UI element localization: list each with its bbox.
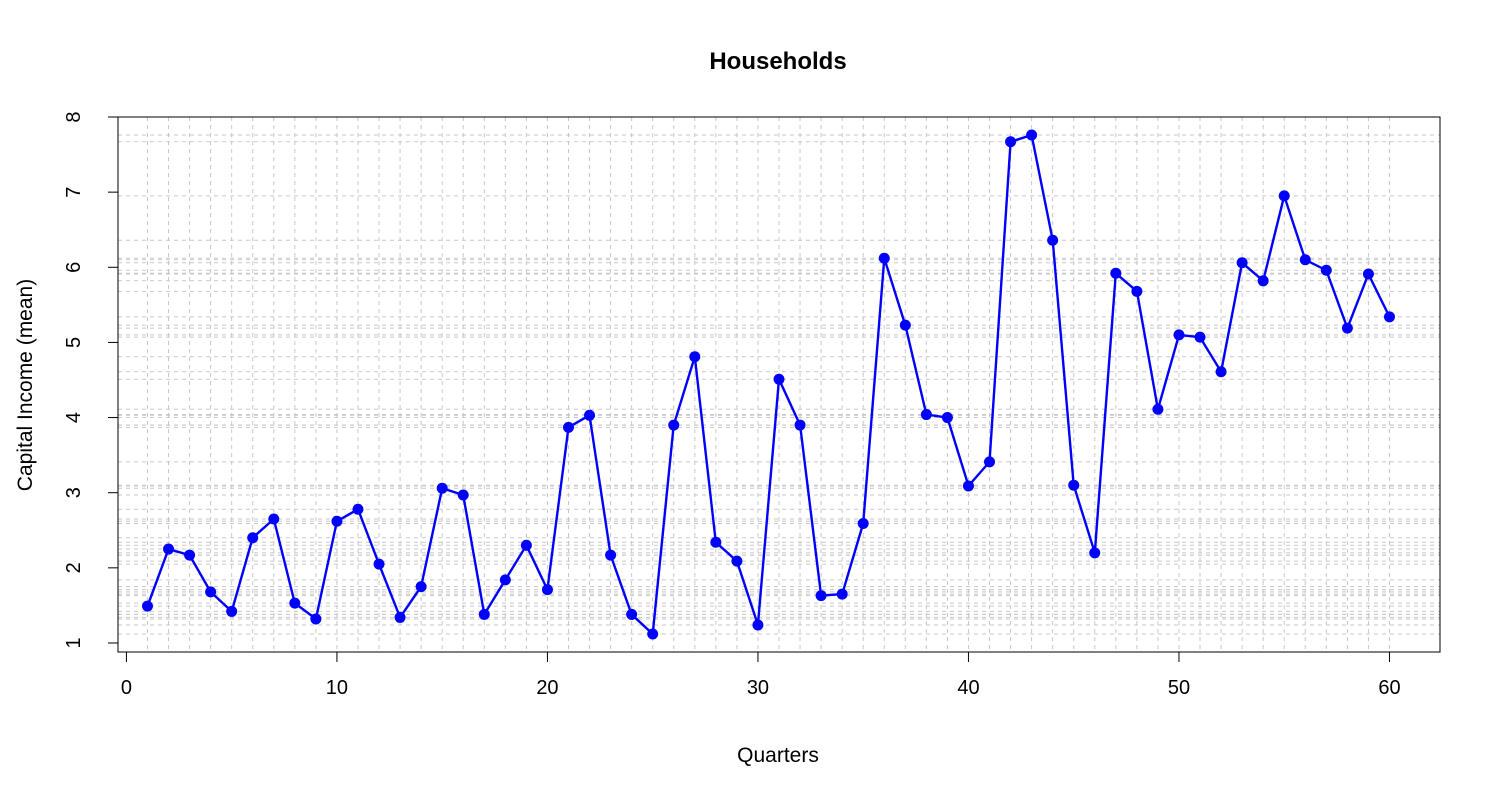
data-point — [1047, 234, 1059, 246]
data-point — [331, 515, 343, 527]
data-point — [310, 613, 322, 625]
data-point — [436, 482, 448, 494]
data-point — [289, 597, 301, 609]
data-point — [141, 600, 153, 612]
x-tick-label: 50 — [1168, 677, 1190, 699]
data-point — [1005, 136, 1017, 148]
data-point — [457, 489, 469, 501]
y-tick-label: 3 — [63, 487, 85, 498]
data-point — [647, 628, 659, 640]
data-point — [668, 419, 680, 431]
data-point — [1089, 547, 1101, 559]
data-point — [794, 419, 806, 431]
data-point — [247, 532, 259, 544]
data-point — [1257, 275, 1269, 287]
data-point — [1341, 322, 1353, 334]
data-point — [394, 611, 406, 623]
data-point — [352, 503, 364, 515]
data-point — [163, 543, 175, 555]
data-point — [857, 518, 869, 530]
data-point — [1278, 190, 1290, 202]
y-tick-label: 4 — [63, 412, 85, 423]
data-point — [752, 619, 764, 631]
y-tick-label: 1 — [63, 637, 85, 648]
data-point — [941, 412, 953, 424]
data-point — [815, 590, 827, 602]
chart-title: Households — [709, 48, 846, 75]
series-line — [146, 133, 1391, 637]
data-point — [584, 409, 596, 421]
data-point — [541, 584, 553, 596]
data-point — [478, 608, 490, 620]
grid — [118, 117, 1440, 652]
y-tick-label: 2 — [63, 562, 85, 573]
data-point — [920, 409, 932, 421]
x-tick-label: 10 — [326, 677, 348, 699]
y-tick-label: 8 — [63, 111, 85, 122]
data-series — [141, 129, 1395, 640]
data-point — [499, 574, 511, 586]
y-tick-label: 6 — [63, 262, 85, 273]
data-point — [373, 558, 385, 570]
x-axis: 0 10 20 30 40 50 60 — [121, 651, 1401, 699]
data-point — [962, 480, 974, 492]
y-tick-label: 5 — [63, 337, 85, 348]
data-point — [1152, 403, 1164, 415]
data-point — [1383, 311, 1395, 323]
x-tick-label: 0 — [121, 677, 132, 699]
data-point — [1194, 331, 1206, 343]
data-point — [1320, 264, 1332, 276]
data-point — [1026, 129, 1038, 141]
x-tick-label: 20 — [536, 677, 558, 699]
data-point — [205, 586, 217, 598]
data-point — [689, 351, 701, 363]
x-tick-label: 60 — [1378, 677, 1400, 699]
data-point — [268, 513, 280, 525]
data-point — [1215, 366, 1227, 378]
data-point — [773, 373, 785, 385]
data-point — [710, 536, 722, 548]
x-axis-label: Quarters — [737, 744, 819, 767]
y-axis: 1 2 3 4 5 6 7 8 — [63, 111, 119, 649]
data-point — [226, 605, 238, 617]
data-point — [1362, 268, 1374, 280]
data-point — [899, 319, 911, 331]
data-point — [1068, 479, 1080, 491]
data-point — [605, 549, 617, 561]
data-point — [184, 549, 196, 561]
y-axis-label: Capital Income (mean) — [14, 279, 37, 491]
data-point — [626, 608, 638, 620]
data-point — [984, 456, 996, 468]
data-point — [878, 252, 890, 264]
data-point — [1110, 267, 1122, 279]
data-point — [520, 539, 532, 551]
data-point — [1131, 285, 1143, 297]
data-point — [1299, 254, 1311, 266]
data-point — [836, 588, 848, 600]
data-point — [562, 421, 574, 433]
x-tick-label: 30 — [747, 677, 769, 699]
data-point — [1236, 257, 1248, 269]
y-tick-label: 7 — [63, 187, 85, 198]
data-point — [415, 581, 427, 593]
data-point — [731, 555, 743, 567]
data-point — [1173, 329, 1185, 341]
x-tick-label: 40 — [957, 677, 979, 699]
